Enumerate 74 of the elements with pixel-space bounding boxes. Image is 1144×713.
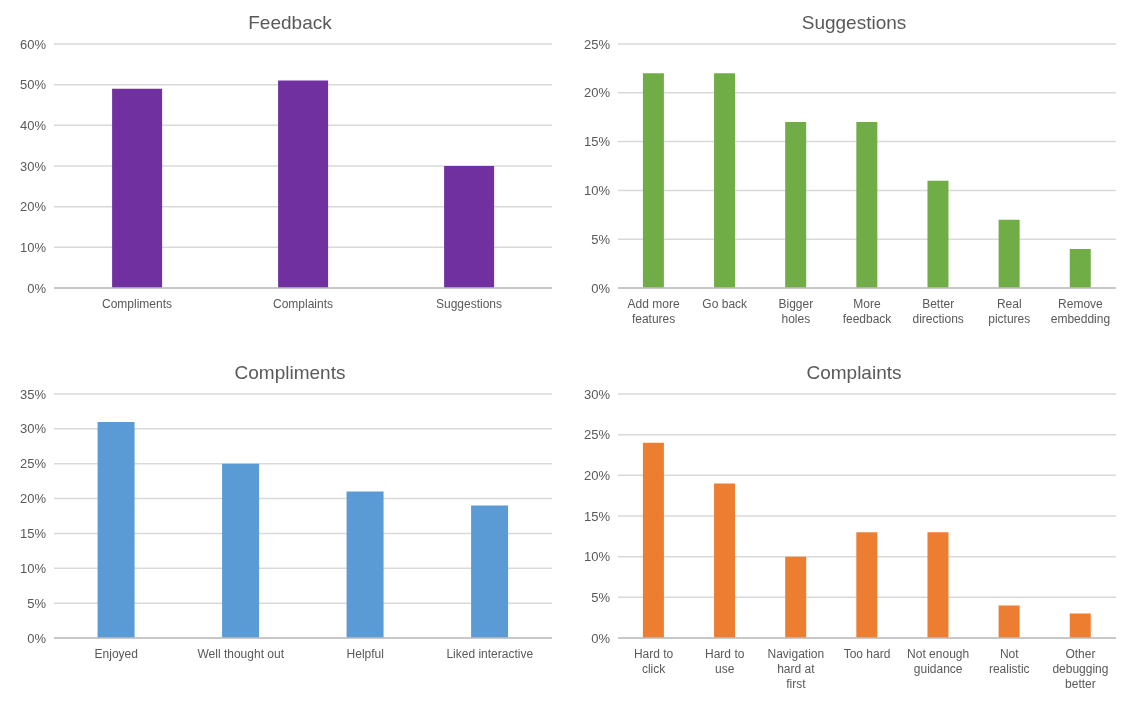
bar (642, 442, 664, 638)
y-tick-label: 10% (583, 183, 611, 199)
x-tick-label: Go back (702, 297, 749, 311)
bar (998, 605, 1020, 638)
x-tick-label: Suggestions (435, 297, 503, 311)
bar (1069, 248, 1091, 288)
bar (97, 421, 135, 638)
bar (856, 532, 878, 638)
y-tick-label: 40% (19, 117, 47, 133)
bar (642, 73, 664, 288)
x-tick-label: Helpful (346, 647, 384, 661)
x-tick-label: Remove embedding (1050, 297, 1111, 326)
x-tick-label: Compliments (101, 297, 173, 311)
bar (927, 180, 949, 288)
y-tick-label: 0% (27, 280, 47, 296)
y-tick-label: 20% (19, 199, 47, 215)
y-tick-label: 20% (583, 467, 611, 483)
y-tick-label: 10% (19, 560, 47, 576)
bar (998, 219, 1020, 288)
y-tick-label: 5% (27, 595, 47, 611)
y-tick-label: 20% (19, 491, 47, 507)
x-tick-label: Not realistic (988, 647, 1030, 676)
bar (927, 532, 949, 638)
x-tick-label: Navigation hard at first (767, 647, 825, 691)
y-tick-label: 20% (583, 85, 611, 101)
y-tick-label: 30% (19, 158, 47, 174)
y-tick-label: 15% (19, 526, 47, 542)
y-tick-label: 25% (19, 456, 47, 472)
bar (714, 73, 736, 288)
y-tick-label: 15% (583, 134, 611, 150)
y-tick-label: 0% (591, 630, 611, 646)
x-tick-label: More feedback (842, 297, 893, 326)
bar (714, 483, 736, 638)
bar (278, 80, 329, 288)
y-tick-label: 5% (591, 231, 611, 247)
y-tick-label: 25% (583, 36, 611, 52)
bar (112, 88, 163, 288)
bar (785, 556, 807, 638)
x-tick-label: Not enough guidance (907, 647, 970, 676)
x-tick-label: Add more features (627, 297, 680, 326)
y-tick-label: 10% (19, 239, 47, 255)
x-tick-label: Hard to click (633, 647, 674, 676)
x-tick-label: Complaints (272, 297, 334, 311)
y-tick-label: 60% (19, 36, 47, 52)
bar (785, 122, 807, 288)
bar (1069, 613, 1091, 638)
y-tick-label: 35% (19, 386, 47, 402)
y-tick-label: 0% (591, 280, 611, 296)
x-tick-label: Real pictures (988, 297, 1031, 326)
x-tick-label: Hard to use (705, 647, 745, 676)
x-tick-label: Too hard (843, 647, 891, 661)
bar (856, 122, 878, 288)
chart-title: Compliments (233, 361, 347, 385)
bar (346, 491, 384, 638)
chart-title: Complaints (805, 361, 903, 385)
x-tick-label: Bigger holes (778, 297, 814, 326)
y-tick-label: 30% (19, 421, 47, 437)
x-tick-label: Other debugging better (1052, 647, 1109, 691)
y-tick-label: 5% (591, 589, 611, 605)
y-tick-label: 10% (583, 549, 611, 565)
x-tick-label: Enjoyed (94, 647, 138, 661)
bar (222, 463, 260, 638)
y-tick-label: 25% (583, 427, 611, 443)
x-tick-label: Well thought out (197, 647, 285, 661)
chart-title: Suggestions (800, 11, 908, 35)
x-tick-label: Liked interactive (446, 647, 534, 661)
y-tick-label: 50% (19, 77, 47, 93)
y-tick-label: 30% (583, 386, 611, 402)
y-tick-label: 0% (27, 630, 47, 646)
chart-title: Feedback (247, 11, 333, 35)
bar (444, 166, 495, 288)
bar (471, 505, 509, 638)
x-tick-label: Better directions (912, 297, 964, 326)
y-tick-label: 15% (583, 508, 611, 524)
